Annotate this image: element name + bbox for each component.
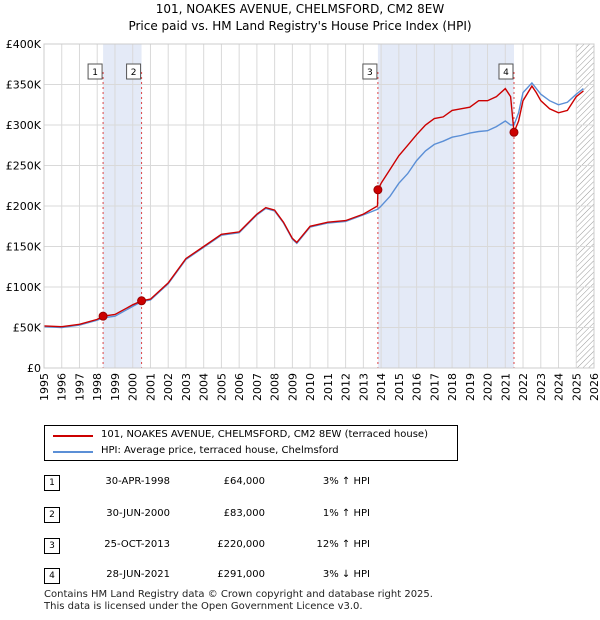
x-tick-label: 2009 bbox=[286, 373, 299, 401]
x-tick-label: 2014 bbox=[375, 373, 388, 401]
chart-legend: 101, NOAKES AVENUE, CHELMSFORD, CM2 8EW … bbox=[44, 425, 458, 461]
transaction-date: 28-JUN-2021 bbox=[106, 569, 170, 580]
x-tick-label: 1996 bbox=[56, 373, 69, 401]
transaction-date: 30-APR-1998 bbox=[105, 476, 170, 487]
legend-swatch-hpi bbox=[53, 451, 93, 453]
property-series-line bbox=[43, 84, 584, 328]
transaction-price: £220,000 bbox=[217, 539, 265, 550]
x-tick-label: 2024 bbox=[553, 373, 566, 401]
transaction-row: 1 30-APR-1998 £64,000 3% ↑ HPI bbox=[0, 474, 600, 492]
transaction-row: 4 28-JUN-2021 £291,000 3% ↓ HPI bbox=[0, 567, 600, 585]
marker-label: 2 bbox=[131, 68, 137, 78]
x-tick-label: 2001 bbox=[144, 373, 157, 401]
plot-frame bbox=[43, 43, 595, 369]
legend-label-hpi: HPI: Average price, terraced house, Chel… bbox=[101, 445, 339, 456]
transaction-number: 4 bbox=[44, 568, 60, 584]
x-tick-label: 2025 bbox=[570, 373, 583, 401]
marker-label-box bbox=[362, 63, 378, 80]
x-tick-label: 2017 bbox=[428, 373, 441, 401]
x-tick-label: 2026 bbox=[588, 373, 600, 401]
x-tick-label: 2018 bbox=[446, 373, 459, 401]
transaction-hpi: 3% ↓ HPI bbox=[322, 569, 370, 580]
sale-point bbox=[509, 127, 519, 137]
transaction-hpi: 12% ↑ HPI bbox=[316, 539, 370, 550]
x-tick-label: 2022 bbox=[517, 373, 530, 401]
x-tick-label: 2008 bbox=[269, 373, 282, 401]
x-tick-label: 2012 bbox=[340, 373, 353, 401]
marker-label-box bbox=[87, 63, 103, 80]
y-tick-label: £350K bbox=[6, 79, 42, 92]
y-tick-label: £0 bbox=[27, 362, 41, 375]
y-tick-label: £50K bbox=[13, 322, 42, 335]
x-tick-label: 1997 bbox=[73, 373, 86, 401]
transaction-hpi: 3% ↑ HPI bbox=[322, 476, 370, 487]
legend-label-property: 101, NOAKES AVENUE, CHELMSFORD, CM2 8EW … bbox=[101, 429, 428, 440]
transaction-price: £83,000 bbox=[223, 508, 265, 519]
x-tick-label: 2023 bbox=[535, 373, 548, 401]
transaction-price: £291,000 bbox=[217, 569, 265, 580]
x-tick-label: 2000 bbox=[127, 373, 140, 401]
x-tick-label: 2016 bbox=[411, 373, 424, 401]
marker-label: 3 bbox=[367, 68, 373, 78]
x-tick-label: 2003 bbox=[180, 373, 193, 401]
sale-point bbox=[373, 185, 383, 195]
x-tick-label: 2004 bbox=[198, 373, 211, 401]
x-tick-label: 2020 bbox=[482, 373, 495, 401]
x-tick-label: 2010 bbox=[304, 373, 317, 401]
sale-point bbox=[137, 296, 147, 306]
transaction-number: 1 bbox=[44, 475, 60, 491]
y-tick-label: £150K bbox=[6, 241, 42, 254]
x-tick-label: 1995 bbox=[38, 373, 51, 401]
transaction-number: 2 bbox=[44, 507, 60, 523]
footer-copyright: Contains HM Land Registry data © Crown c… bbox=[44, 589, 433, 600]
transaction-row: 3 25-OCT-2013 £220,000 12% ↑ HPI bbox=[0, 537, 600, 555]
marker-label-box bbox=[498, 63, 514, 80]
transaction-price: £64,000 bbox=[223, 476, 265, 487]
x-tick-label: 2011 bbox=[322, 373, 335, 401]
marker-label-box bbox=[126, 63, 142, 80]
x-tick-label: 2015 bbox=[393, 373, 406, 401]
x-tick-label: 2019 bbox=[464, 373, 477, 401]
marker-label: 1 bbox=[92, 68, 98, 78]
y-tick-label: £400K bbox=[6, 38, 42, 51]
x-tick-label: 1999 bbox=[109, 373, 122, 401]
x-tick-label: 1998 bbox=[91, 373, 104, 401]
chart-title: 101, NOAKES AVENUE, CHELMSFORD, CM2 8EW bbox=[155, 2, 445, 16]
chart-subtitle: Price paid vs. HM Land Registry's House … bbox=[128, 19, 472, 33]
transaction-row: 2 30-JUN-2000 £83,000 1% ↑ HPI bbox=[0, 506, 600, 524]
footer-licence: This data is licensed under the Open Gov… bbox=[44, 601, 363, 612]
marker-label: 4 bbox=[503, 68, 509, 78]
y-tick-label: £250K bbox=[6, 160, 42, 173]
x-tick-label: 2005 bbox=[215, 373, 228, 401]
y-tick-label: £100K bbox=[6, 281, 42, 294]
transaction-number: 3 bbox=[44, 538, 60, 554]
x-tick-label: 2013 bbox=[357, 373, 370, 401]
x-tick-label: 2006 bbox=[233, 373, 246, 401]
x-tick-label: 2021 bbox=[499, 373, 512, 401]
legend-swatch-property bbox=[53, 435, 93, 437]
sale-point bbox=[98, 311, 108, 321]
transaction-date: 30-JUN-2000 bbox=[106, 508, 170, 519]
transaction-hpi: 1% ↑ HPI bbox=[322, 508, 370, 519]
y-tick-label: £200K bbox=[6, 200, 42, 213]
x-tick-label: 2002 bbox=[162, 373, 175, 401]
transaction-date: 25-OCT-2013 bbox=[104, 539, 170, 550]
y-tick-label: £300K bbox=[6, 119, 42, 132]
x-tick-label: 2007 bbox=[251, 373, 264, 401]
price-chart: 1 2 3 4 £0 £50K £100K £150K £200K £250K £300K £350… bbox=[6, 38, 600, 401]
